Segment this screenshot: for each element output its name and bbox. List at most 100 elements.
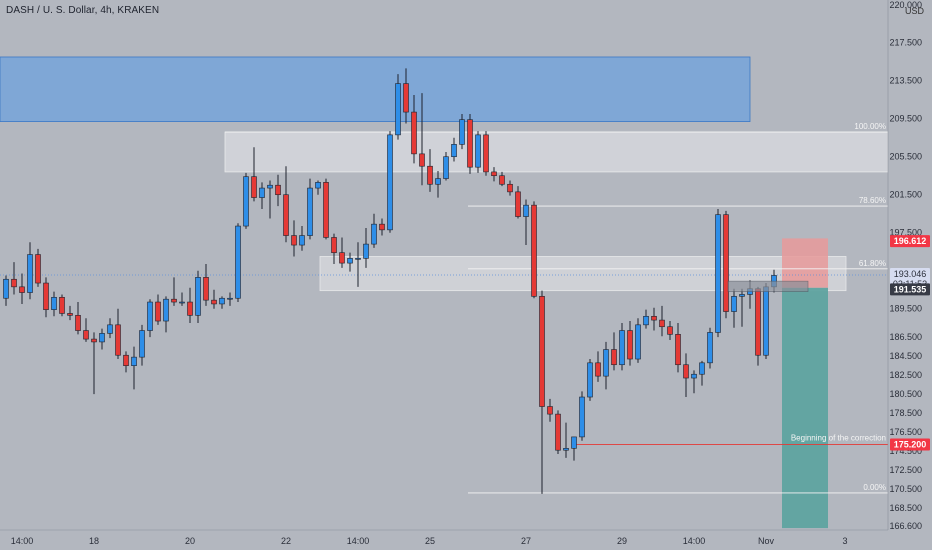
- take-profit-zone[interactable]: [782, 287, 828, 529]
- candle[interactable]: [555, 410, 561, 455]
- candle[interactable]: [211, 289, 217, 309]
- candle[interactable]: [363, 227, 369, 268]
- candle[interactable]: [123, 351, 129, 373]
- candle[interactable]: [387, 131, 393, 233]
- candle[interactable]: [571, 436, 577, 461]
- candle[interactable]: [515, 186, 521, 219]
- candle[interactable]: [619, 322, 625, 371]
- candle[interactable]: [115, 308, 121, 360]
- candle[interactable]: [659, 305, 665, 337]
- candle[interactable]: [371, 213, 377, 248]
- candle[interactable]: [99, 328, 105, 350]
- candle[interactable]: [43, 277, 49, 318]
- candle[interactable]: [171, 277, 177, 306]
- candle[interactable]: [523, 199, 529, 246]
- candle[interactable]: [611, 332, 617, 371]
- candle[interactable]: [27, 242, 33, 300]
- candle[interactable]: [715, 208, 721, 338]
- candle[interactable]: [35, 248, 41, 287]
- candle[interactable]: [323, 178, 329, 240]
- candle[interactable]: [723, 210, 729, 319]
- candle[interactable]: [603, 341, 609, 390]
- resistance-zone[interactable]: [224, 131, 889, 173]
- candle[interactable]: [267, 180, 273, 219]
- candle[interactable]: [755, 286, 761, 366]
- candle[interactable]: [291, 220, 297, 257]
- target-price-tag[interactable]: [890, 235, 930, 248]
- candle[interactable]: [531, 201, 537, 299]
- candle[interactable]: [507, 180, 513, 196]
- candle[interactable]: [675, 322, 681, 373]
- candle[interactable]: [499, 171, 505, 187]
- candle[interactable]: [539, 290, 545, 494]
- stop-loss-zone[interactable]: [782, 238, 828, 288]
- candle[interactable]: [51, 291, 57, 317]
- candle[interactable]: [355, 242, 361, 287]
- candle[interactable]: [235, 223, 241, 303]
- candle[interactable]: [251, 147, 257, 202]
- entry-marker[interactable]: [727, 280, 809, 292]
- candle[interactable]: [11, 262, 17, 295]
- candle[interactable]: [635, 318, 641, 363]
- candle[interactable]: [595, 351, 601, 382]
- candle[interactable]: [331, 233, 337, 265]
- candle[interactable]: [139, 324, 145, 366]
- candle[interactable]: [219, 296, 225, 309]
- candle[interactable]: [379, 218, 385, 236]
- candle[interactable]: [403, 68, 409, 124]
- candle[interactable]: [187, 287, 193, 323]
- candle[interactable]: [667, 321, 673, 341]
- candle[interactable]: [91, 332, 97, 395]
- candle[interactable]: [683, 353, 689, 398]
- candle[interactable]: [459, 113, 465, 150]
- candle[interactable]: [67, 305, 73, 321]
- candle[interactable]: [59, 294, 65, 317]
- candle[interactable]: [699, 360, 705, 386]
- candle[interactable]: [563, 422, 569, 458]
- candle[interactable]: [307, 178, 313, 240]
- candle[interactable]: [299, 226, 305, 251]
- candle[interactable]: [419, 93, 425, 186]
- candle[interactable]: [451, 137, 457, 162]
- candle[interactable]: [627, 321, 633, 366]
- candle[interactable]: [707, 327, 713, 369]
- candle[interactable]: [547, 398, 553, 422]
- candle[interactable]: [243, 172, 249, 229]
- candle[interactable]: [475, 131, 481, 173]
- candle[interactable]: [731, 288, 737, 328]
- correction-price-tag[interactable]: [890, 438, 930, 451]
- candle[interactable]: [315, 180, 321, 195]
- candle[interactable]: [443, 151, 449, 181]
- candle[interactable]: [147, 299, 153, 338]
- candle[interactable]: [227, 292, 233, 306]
- candle[interactable]: [339, 237, 345, 268]
- candle[interactable]: [347, 252, 353, 272]
- candle[interactable]: [587, 359, 593, 401]
- entry-price-tag[interactable]: [890, 283, 930, 296]
- supply-zone[interactable]: [0, 56, 751, 122]
- candle[interactable]: [411, 94, 417, 164]
- candle[interactable]: [155, 294, 161, 325]
- candle[interactable]: [483, 131, 489, 176]
- candle[interactable]: [3, 275, 9, 306]
- candle[interactable]: [203, 264, 209, 306]
- candle[interactable]: [275, 174, 281, 207]
- candle[interactable]: [179, 292, 185, 306]
- candle[interactable]: [579, 391, 585, 441]
- candle[interactable]: [651, 307, 657, 331]
- candle[interactable]: [83, 318, 89, 342]
- candle[interactable]: [491, 167, 497, 182]
- candle[interactable]: [259, 182, 265, 209]
- candle[interactable]: [75, 302, 81, 335]
- candle[interactable]: [739, 288, 745, 327]
- candle[interactable]: [163, 296, 169, 333]
- candle[interactable]: [467, 113, 473, 174]
- candle[interactable]: [427, 149, 433, 192]
- candle[interactable]: [283, 166, 289, 243]
- candle[interactable]: [131, 346, 137, 390]
- candle[interactable]: [763, 283, 769, 360]
- candle[interactable]: [435, 170, 441, 198]
- candle[interactable]: [107, 318, 113, 339]
